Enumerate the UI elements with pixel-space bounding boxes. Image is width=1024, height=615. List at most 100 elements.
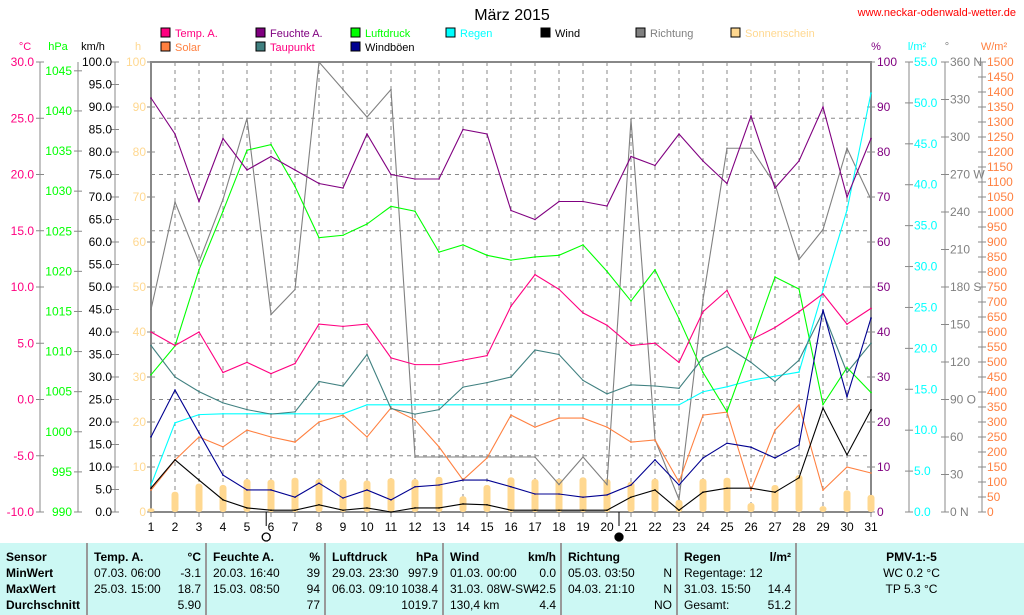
- data-point-richtung: [294, 288, 296, 291]
- full-moon-icon: [261, 532, 271, 542]
- data-point-windboeen: [174, 389, 176, 391]
- x-tick-label: 15: [480, 520, 494, 534]
- axis-tick-label-solar: 250: [987, 430, 1007, 444]
- data-point-taupunkt: [246, 408, 248, 411]
- data-point-luftdruck: [678, 317, 680, 320]
- cell-time: 07.03. 06:00: [94, 566, 161, 580]
- data-point-taupunkt: [726, 345, 728, 348]
- data-point-windboeen: [822, 309, 824, 311]
- axis-tick-label-deg: 90 O: [950, 393, 976, 407]
- data-point-richtung: [702, 298, 704, 301]
- table-header: PMV-1:-5: [886, 550, 937, 564]
- axis-tick-label-temp: -5.0: [13, 449, 34, 463]
- axis-unit-temp: °C: [19, 41, 31, 53]
- data-point-regen: [246, 413, 248, 415]
- axis-tick-label-kmh: 35.0: [89, 348, 113, 362]
- table-row: 20.03. 16:40 39: [207, 565, 326, 581]
- axis-tick-label-solar: 1050: [987, 190, 1014, 204]
- table-column-feuchte: Feuchte A.% 20.03. 16:40 39 15.03. 08:50 94 7…: [205, 543, 326, 615]
- axis-tick-label-solar: 1100: [987, 175, 1013, 189]
- data-point-feuchte: [774, 187, 776, 189]
- x-tick-label: 4: [220, 520, 227, 534]
- data-point-feuchte: [222, 137, 224, 140]
- x-tick-label: 18: [552, 520, 566, 534]
- data-point-feuchte: [390, 173, 392, 176]
- data-point-luftdruck: [846, 366, 848, 369]
- data-point-feuchte: [558, 200, 560, 203]
- cell-time: 31.03. 15:50: [684, 582, 751, 596]
- data-point-taupunkt: [798, 359, 800, 361]
- cell-time: 25.03. 15:00: [94, 582, 161, 596]
- axis-tick-label-hpa: 990: [52, 505, 72, 519]
- cell-time: Gesamt:: [684, 598, 730, 612]
- data-point-temp: [726, 289, 728, 292]
- data-point-wind: [486, 504, 488, 506]
- cell-value: 5.90: [177, 598, 201, 612]
- axis-tick-label-solar: 50: [987, 490, 1001, 504]
- cell-value: NO: [654, 598, 672, 612]
- table-column-richtung: Richtung 05.03. 03:50 N 04.03. 21:10 N NO: [560, 543, 678, 615]
- axis-tick-label-solar: 200: [987, 445, 1007, 459]
- table-header-row: Sensor: [0, 549, 86, 565]
- data-point-windboeen: [318, 482, 320, 485]
- data-point-richtung: [438, 456, 440, 458]
- data-point-richtung: [390, 88, 392, 91]
- data-point-wind: [822, 407, 824, 409]
- x-tick-label: 31: [864, 520, 878, 534]
- sunshine-bar: [147, 508, 155, 512]
- data-point-taupunkt: [750, 361, 752, 364]
- data-point-regen: [846, 209, 848, 211]
- axis-tick-label-rain: 45.0: [914, 137, 938, 151]
- axis-tick-label-rain: 20.0: [914, 341, 938, 355]
- data-point-wind: [366, 507, 368, 509]
- data-point-temp: [270, 372, 272, 375]
- data-point-wind: [606, 509, 608, 512]
- data-point-regen: [510, 404, 512, 406]
- data-point-feuchte: [462, 128, 464, 131]
- axis-tick-label-kmh: 50.0: [89, 280, 113, 294]
- data-point-luftdruck: [150, 374, 152, 376]
- data-point-regen: [318, 413, 320, 415]
- data-point-solar: [870, 472, 872, 474]
- cell-value: N: [663, 582, 672, 596]
- data-point-solar: [774, 429, 776, 431]
- data-point-richtung: [798, 258, 800, 261]
- data-point-temp: [342, 325, 344, 328]
- table-header-unit: km/h: [527, 550, 556, 564]
- data-point-wind: [414, 507, 416, 509]
- data-point-solar: [798, 404, 800, 406]
- data-point-temp: [366, 323, 368, 325]
- axis-tick-label-rain: 55.0: [914, 55, 938, 69]
- data-point-richtung: [510, 456, 512, 458]
- axis-tick-label-hpa: 1030: [45, 184, 72, 198]
- legend-swatch-feuchte: [255, 27, 266, 38]
- data-point-regen: [726, 386, 728, 388]
- table-column-sensor: Sensor MinWert MaxWert Durchschnitt: [0, 543, 86, 615]
- axis-tick-label-rain: 25.0: [914, 300, 938, 314]
- axis-tick-label-solar: 1200: [987, 145, 1014, 159]
- data-point-windboeen: [294, 496, 296, 498]
- data-point-regen: [534, 404, 536, 406]
- data-point-windboeen: [846, 396, 848, 398]
- data-point-taupunkt: [630, 384, 632, 386]
- data-point-feuchte: [846, 196, 848, 198]
- data-point-windboeen: [270, 489, 272, 491]
- data-point-solar: [438, 446, 440, 448]
- data-point-richtung: [774, 183, 776, 186]
- row-label: Durchschnitt: [6, 598, 81, 612]
- pmv-value: TP 5.3 °C: [885, 582, 938, 596]
- site-link[interactable]: www.neckar-odenwald-wetter.de: [857, 7, 1016, 19]
- data-point-solar: [702, 414, 704, 416]
- table-row: 130,4 km 4.4: [444, 597, 562, 613]
- data-point-temp: [318, 323, 320, 325]
- data-point-temp: [390, 357, 392, 359]
- table-column-wind: Wind km/h 01.03. 00:00 0.0 31.03. 08W-SW 42.5…: [442, 543, 562, 615]
- axis-tick-label-kmh: 70.0: [89, 190, 113, 204]
- sunshine-bar: [795, 475, 803, 512]
- data-point-windboeen: [198, 432, 200, 434]
- data-point-windboeen: [222, 474, 224, 476]
- data-point-regen: [582, 404, 584, 406]
- axis-tick-label-h: 80: [133, 145, 147, 159]
- sunshine-bar: [819, 506, 827, 512]
- data-point-taupunkt: [510, 376, 512, 378]
